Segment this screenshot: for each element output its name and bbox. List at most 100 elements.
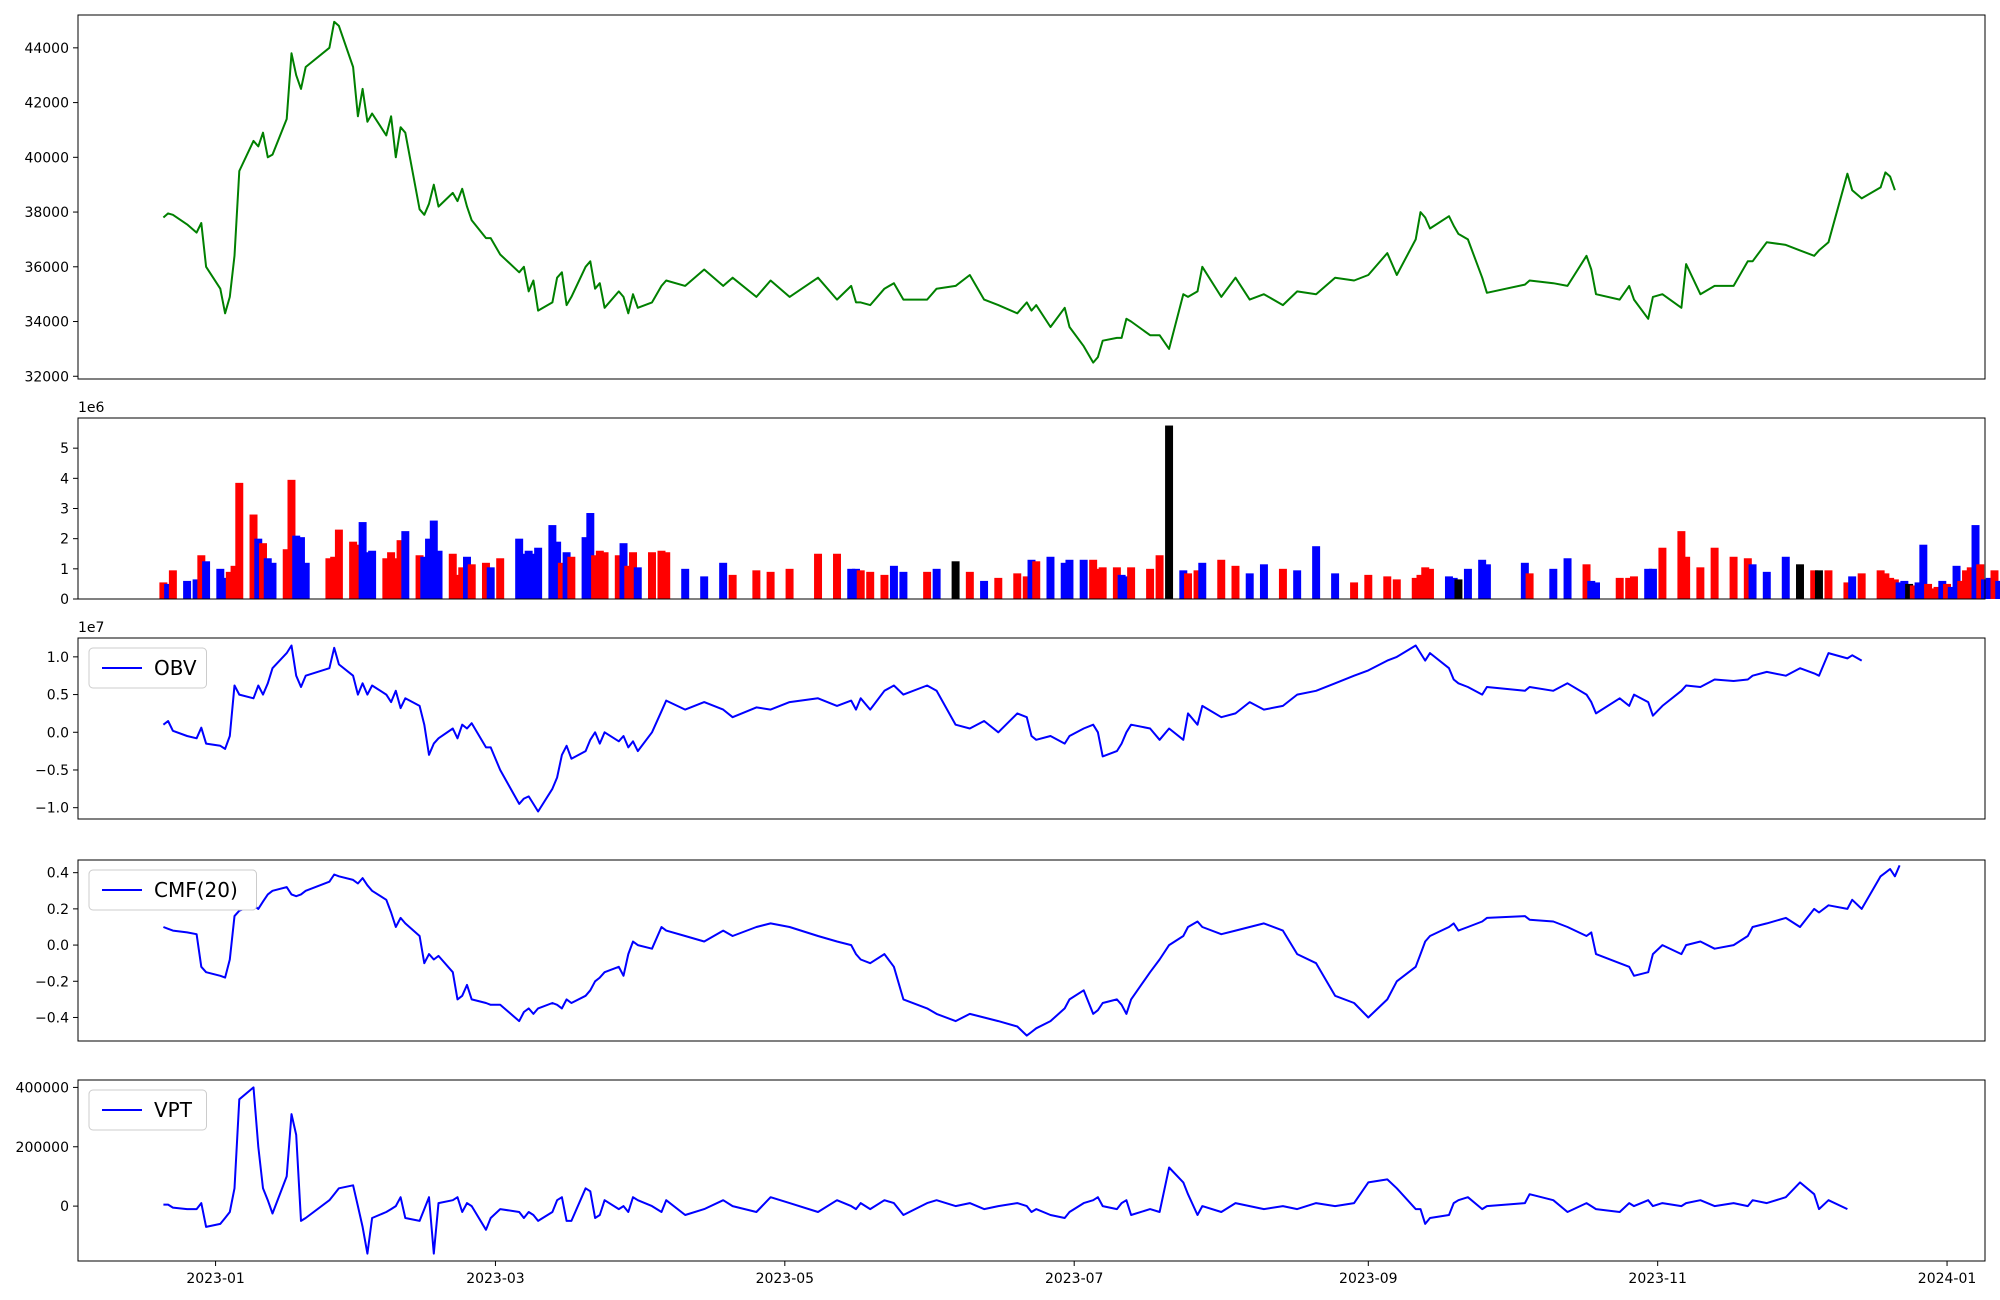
- volume-bar: [1449, 577, 1458, 599]
- volume-bar: [425, 538, 434, 599]
- volume-bar: [349, 541, 358, 599]
- volume-bar: [230, 565, 239, 599]
- volume-bar: [1416, 574, 1425, 599]
- volume-bar: [633, 567, 642, 599]
- volume-bar: [1814, 570, 1823, 599]
- volume-bar: [1179, 570, 1188, 599]
- volume-bar: [1184, 573, 1193, 599]
- cmf-legend: CMF(20): [88, 869, 257, 911]
- volume-bar: [1549, 568, 1558, 599]
- volume-bar: [183, 580, 192, 599]
- y-tick-label: −0.5: [35, 763, 69, 779]
- volume-bar: [1198, 562, 1207, 599]
- legend-box: [88, 1089, 207, 1131]
- volume-bar: [1563, 558, 1572, 599]
- volume-bar: [648, 552, 656, 599]
- volume-bar: [1909, 585, 1918, 599]
- volume-bar: [202, 561, 211, 599]
- volume-bar: [1089, 559, 1098, 599]
- volume-bar: [168, 570, 177, 599]
- volume-bar: [467, 564, 476, 599]
- volume-bar: [529, 553, 538, 599]
- volume-bar: [1658, 547, 1667, 599]
- volume-bar: [591, 555, 600, 599]
- volume-bar: [1013, 573, 1022, 599]
- volume-bar: [619, 543, 628, 599]
- volume-bar: [1886, 577, 1895, 599]
- volume-bar: [1060, 562, 1069, 599]
- volume-bar: [624, 565, 633, 599]
- volume-bar: [1615, 577, 1624, 599]
- volume-bar: [1165, 425, 1174, 599]
- x-tick-label: 2023-07: [1045, 1271, 1104, 1287]
- volume-bar: [1962, 570, 1971, 599]
- volume-bar: [562, 552, 571, 599]
- y-tick-label: −1.0: [35, 801, 69, 817]
- y-tick-label: 1.0: [47, 650, 69, 666]
- volume-bar: [221, 577, 230, 599]
- volume-bar: [1454, 579, 1463, 599]
- volume-bar: [614, 555, 623, 599]
- volume-bar: [1520, 562, 1529, 599]
- obv-legend: OBV: [88, 647, 207, 689]
- legend-label: OBV: [154, 656, 197, 680]
- volume-bar: [1905, 583, 1914, 599]
- volume-bar: [1985, 577, 1994, 599]
- volume-bar: [325, 558, 334, 599]
- legend-box: [88, 869, 257, 911]
- legend-label: VPT: [154, 1098, 193, 1122]
- volume-bar: [1383, 576, 1392, 600]
- volume-bar: [1525, 573, 1534, 599]
- volume-bar: [1127, 567, 1136, 599]
- volume-bar: [1924, 583, 1933, 599]
- volume-bar: [1743, 558, 1752, 599]
- volume-bar: [1710, 547, 1719, 599]
- volume-bar: [752, 570, 761, 599]
- volume-bar: [1625, 577, 1634, 599]
- volume-bar: [889, 565, 898, 599]
- legend-label: CMF(20): [154, 878, 238, 902]
- volume-bar: [481, 562, 490, 599]
- volume-bar: [856, 570, 865, 599]
- volume-bar: [1592, 582, 1600, 599]
- volume-bar: [1482, 564, 1491, 599]
- y-tick-label: 0: [60, 592, 69, 608]
- y-tick-label: −0.2: [35, 974, 69, 990]
- price-panel: 32000 34000 36000 38000 40000 42000 44000: [24, 14, 1986, 385]
- volume-bar: [448, 553, 457, 599]
- volume-bar: [1824, 570, 1833, 599]
- volume-bar: [1259, 564, 1268, 599]
- volume-bar: [415, 555, 424, 599]
- volume-bar: [534, 547, 543, 599]
- volume-bar: [1933, 586, 1942, 599]
- volume-bar: [515, 538, 524, 599]
- volume-bar: [1193, 570, 1202, 599]
- volume-bar: [1478, 559, 1487, 599]
- volume-bar: [1677, 531, 1686, 600]
- y-tick-label: 1: [60, 562, 69, 578]
- volume-bar: [766, 571, 775, 599]
- volume-bar: [259, 543, 267, 599]
- volume-bar: [1582, 564, 1591, 599]
- x-tick-label: 2023-03: [466, 1271, 525, 1287]
- volume-bar: [553, 541, 562, 599]
- obv-panel: −1.0 −0.5 0.0 0.5 1.0 1e7 OBV: [35, 620, 1986, 820]
- volume-bar: [1748, 564, 1757, 599]
- volume-bar: [1928, 588, 1937, 599]
- vpt-legend: VPT: [88, 1089, 207, 1131]
- panel-frame: [77, 14, 1986, 380]
- volume-bar: [1032, 561, 1041, 599]
- y-tick-label: −0.4: [35, 1010, 69, 1026]
- volume-bar: [1146, 568, 1155, 599]
- volume-bar: [1079, 559, 1088, 599]
- volume-bar: [486, 567, 495, 599]
- x-tick-label: 2023-01: [186, 1271, 245, 1287]
- volume-bar: [728, 574, 737, 599]
- volume-bar: [932, 568, 941, 599]
- volume-bar: [1900, 580, 1909, 599]
- volume-bar: [866, 571, 875, 599]
- y-tick-label: 38000: [24, 205, 69, 221]
- volume-bar: [1027, 559, 1036, 599]
- volume-bar: [282, 549, 291, 599]
- volume-bar: [263, 558, 272, 599]
